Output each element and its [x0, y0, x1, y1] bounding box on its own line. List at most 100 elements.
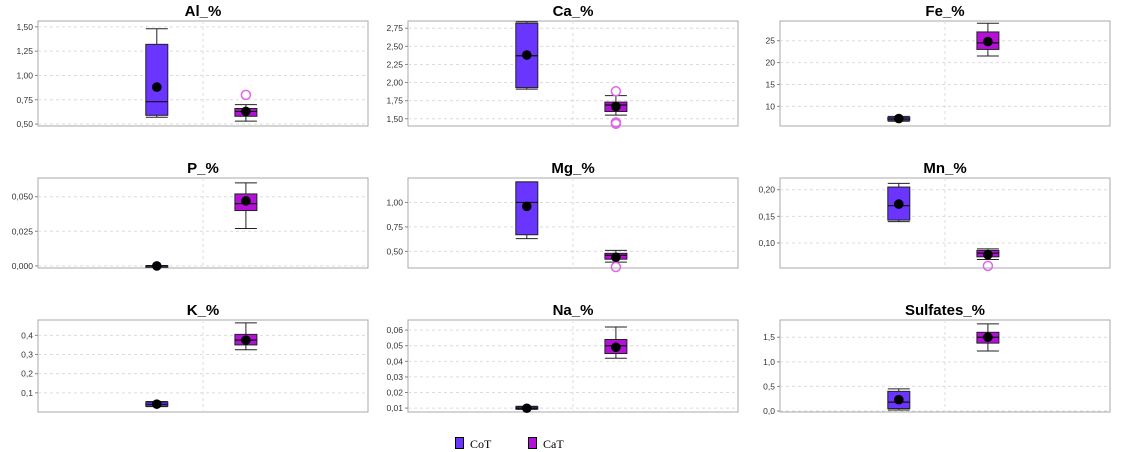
tick-label: 0,75: [16, 95, 33, 105]
box-cat: [604, 85, 628, 130]
box-cot: [887, 388, 911, 411]
tick-label: 2,75: [386, 23, 403, 33]
chart-fe: Fe_% 10 15 20 25: [766, 3, 1111, 127]
chart-na: Na_% 0,01 0,02 0,03 0,04 0,05 0,06: [386, 302, 739, 414]
tick-label: 1,50: [386, 114, 403, 124]
mean-point: [241, 335, 251, 345]
tick-label: 15: [766, 79, 776, 89]
mean-point: [894, 394, 904, 405]
box-cot: [515, 403, 539, 414]
tick-label: 0,3: [21, 350, 33, 360]
box-cat: [234, 89, 258, 122]
mean-point: [894, 113, 904, 124]
mean-point: [522, 403, 532, 414]
chart-title: Al_%: [185, 3, 222, 20]
tick-label: 0,04: [386, 356, 403, 366]
box-cot: [887, 113, 911, 124]
tick-label: 0,0: [763, 406, 775, 416]
tick-label: 0,01: [386, 403, 403, 413]
mean-point: [611, 252, 621, 263]
mean-point: [894, 199, 904, 209]
mean-point: [152, 399, 162, 409]
outlier-point: [240, 89, 252, 101]
tick-label: 1,0: [763, 357, 775, 367]
tick-label: 0,50: [16, 119, 33, 129]
tick-label: 0,75: [386, 222, 403, 232]
legend-swatch-cat: [528, 437, 537, 449]
iqr-box: [145, 43, 169, 116]
box-cot: [515, 181, 539, 240]
tick-label: 2,50: [386, 41, 403, 51]
outlier-point: [982, 260, 994, 272]
tick-label: 0,05: [386, 341, 403, 351]
tick-label: 1,00: [16, 70, 33, 80]
box-cat: [976, 22, 1000, 57]
outlier-point: [610, 85, 622, 97]
tick-label: 0,050: [12, 192, 34, 202]
chart-sulfates: Sulfates_% 0,0 0,5 1,0 1,5: [763, 302, 1111, 416]
chart-k: K_% 0,1 0,2 0,3 0,4: [21, 302, 369, 413]
tick-label: 2,25: [386, 59, 403, 69]
tick-label: 0,15: [758, 211, 775, 221]
chart-mg: Mg_% 0,50 0,75 1,00: [386, 160, 739, 273]
box-cat: [976, 248, 1000, 272]
mean-point: [983, 36, 993, 47]
chart-title: Ca_%: [553, 3, 594, 20]
mean-point: [983, 332, 993, 343]
box-cot: [145, 261, 169, 271]
plot-area: [407, 20, 739, 127]
mean-point: [241, 106, 251, 117]
mean-point: [611, 342, 621, 353]
plot-area: [407, 319, 739, 413]
mean-point: [522, 50, 532, 60]
mean-point: [152, 82, 162, 92]
box-cat: [604, 326, 628, 359]
tick-label: 0,2: [21, 369, 33, 379]
tick-label: 1,5: [763, 332, 775, 342]
legend-label-cat: CaT: [543, 437, 564, 451]
chart-title: Mn_%: [923, 160, 966, 177]
tick-label: 0,50: [386, 246, 403, 256]
tick-label: 0,10: [758, 238, 775, 248]
tick-label: 2,00: [386, 78, 403, 88]
mean-point: [152, 261, 162, 271]
chart-title: Na_%: [553, 302, 594, 319]
plot-area: [37, 20, 369, 127]
chart-title: Fe_%: [925, 3, 964, 20]
plot-area: [779, 319, 1111, 413]
legend-swatch-cot: [455, 437, 464, 449]
tick-label: 0,025: [12, 226, 34, 236]
tick-label: 10: [766, 101, 776, 111]
box-cat: [604, 249, 628, 273]
chart-p: P_% 0,000 0,025 0,050: [12, 160, 369, 271]
mean-point: [241, 196, 251, 206]
tick-label: 25: [766, 36, 776, 46]
tick-label: 0,02: [386, 388, 403, 398]
mean-point: [522, 201, 532, 212]
legend-item-cat: CaT: [528, 437, 564, 452]
tick-label: 1,00: [386, 197, 403, 207]
outlier-point: [610, 261, 622, 273]
tick-label: 1,50: [16, 22, 33, 32]
mean-point: [611, 101, 621, 112]
tick-label: 0,06: [386, 325, 403, 335]
chart-title: Mg_%: [551, 160, 594, 177]
tick-label: 0,1: [21, 388, 33, 398]
chart-mn: Mn_% 0,10 0,15 0,20: [758, 160, 1111, 272]
tick-label: 0,03: [386, 372, 403, 382]
legend-label-cot: CoT: [470, 437, 492, 451]
chart-al: Al_% 0,50 0,75 1,00 1,25 1,50: [16, 3, 369, 129]
tick-label: 0,5: [763, 381, 775, 391]
box-cat: [234, 182, 258, 230]
tick-label: 0,000: [12, 261, 34, 271]
box-cat: [234, 322, 258, 351]
plot-area: [779, 20, 1111, 127]
chart-title: K_%: [187, 302, 220, 319]
tick-label: 0,20: [758, 185, 775, 195]
chart-ca: Ca_% 1,50 1,75 2,00 2,25 2,50 2,75: [386, 3, 739, 130]
mean-point: [983, 249, 993, 260]
tick-label: 1,25: [16, 46, 33, 56]
legend-item-cot: CoT: [455, 437, 491, 452]
chart-title: P_%: [187, 160, 219, 177]
